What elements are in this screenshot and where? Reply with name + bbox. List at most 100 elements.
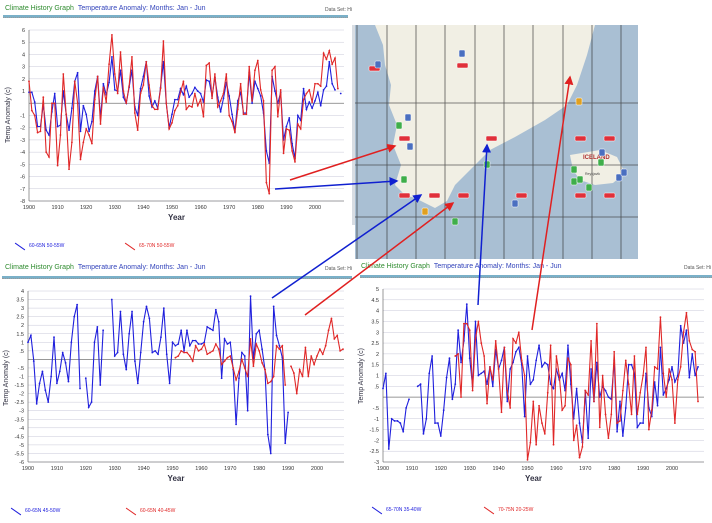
data-point bbox=[79, 158, 82, 161]
data-point bbox=[84, 377, 87, 380]
data-point bbox=[325, 85, 328, 88]
data-point bbox=[305, 108, 308, 111]
data-point bbox=[275, 334, 278, 337]
data-point bbox=[463, 322, 465, 325]
data-point bbox=[425, 417, 428, 420]
data-point bbox=[653, 365, 656, 368]
data-point bbox=[209, 327, 211, 330]
data-point bbox=[239, 82, 242, 85]
data-point bbox=[316, 82, 319, 85]
y-tick-label: -1 bbox=[20, 114, 25, 120]
data-point bbox=[541, 365, 543, 368]
data-point bbox=[238, 377, 240, 380]
data-point bbox=[321, 353, 324, 356]
data-point bbox=[621, 389, 624, 392]
data-point bbox=[156, 108, 159, 111]
panel1-divider bbox=[3, 15, 348, 18]
data-point bbox=[285, 128, 288, 130]
data-point bbox=[595, 322, 598, 325]
x-tick-label: 2000 bbox=[666, 466, 678, 472]
y-tick-label: -5 bbox=[20, 162, 25, 168]
data-point bbox=[578, 422, 581, 424]
legend-label: 70-75N 20-25W bbox=[498, 507, 534, 513]
data-point bbox=[656, 368, 659, 370]
data-point bbox=[203, 343, 206, 345]
data-point bbox=[268, 192, 271, 195]
data-point bbox=[153, 108, 156, 111]
data-point bbox=[174, 344, 177, 347]
y-tick-label: -2 bbox=[19, 392, 24, 398]
data-point bbox=[212, 349, 214, 352]
data-point bbox=[278, 344, 281, 347]
y-tick-label: .5 bbox=[19, 349, 24, 355]
data-point bbox=[212, 329, 214, 332]
station-marker-icon bbox=[511, 199, 519, 208]
data-point bbox=[287, 411, 289, 414]
panel1-scrollbar[interactable] bbox=[352, 25, 356, 225]
data-point bbox=[223, 360, 226, 363]
data-point bbox=[28, 80, 30, 83]
data-point bbox=[249, 337, 252, 340]
data-point bbox=[607, 437, 610, 440]
data-point bbox=[173, 109, 176, 112]
data-point bbox=[491, 385, 494, 388]
data-point bbox=[627, 363, 630, 366]
data-point bbox=[285, 125, 288, 128]
data-point bbox=[465, 322, 468, 325]
data-point bbox=[116, 351, 119, 354]
x-tick-label: 1910 bbox=[51, 205, 63, 211]
panel3-dataset-label[interactable]: Data Set: Hi bbox=[684, 265, 711, 271]
y-tick-label: 3.5 bbox=[371, 319, 379, 325]
station-marker-icon bbox=[400, 175, 408, 184]
data-point bbox=[437, 422, 439, 424]
data-point bbox=[334, 57, 336, 59]
data-point bbox=[697, 400, 699, 403]
data-point bbox=[265, 150, 268, 152]
data-point bbox=[299, 128, 302, 130]
data-point bbox=[314, 99, 316, 102]
data-point bbox=[162, 40, 165, 42]
data-point bbox=[105, 101, 108, 103]
y-tick-label: 4.5 bbox=[371, 298, 379, 304]
data-point bbox=[546, 391, 549, 394]
data-point bbox=[33, 114, 36, 117]
x-tick-label: 1960 bbox=[194, 205, 206, 211]
data-point bbox=[671, 365, 673, 368]
data-point bbox=[196, 90, 199, 92]
data-point bbox=[38, 382, 41, 385]
y-tick-label: -1 bbox=[374, 417, 379, 423]
data-point bbox=[111, 33, 113, 36]
legend-label: 60-65N 45-50W bbox=[25, 508, 61, 514]
data-point bbox=[99, 123, 102, 125]
data-point bbox=[113, 355, 116, 357]
data-point bbox=[575, 424, 578, 427]
data-point bbox=[509, 407, 512, 409]
data-point bbox=[679, 324, 682, 327]
data-point bbox=[679, 365, 682, 368]
data-point bbox=[139, 92, 142, 95]
y-tick-label: -.5 bbox=[373, 406, 379, 412]
data-point bbox=[590, 368, 592, 370]
data-point bbox=[48, 134, 50, 136]
data-point bbox=[274, 65, 276, 68]
data-point bbox=[639, 422, 642, 424]
panel1-dataset-label[interactable]: Data Set: Hi bbox=[325, 7, 352, 13]
data-point bbox=[319, 85, 322, 88]
data-point bbox=[199, 92, 202, 95]
data-point bbox=[451, 398, 454, 401]
data-point bbox=[396, 420, 399, 422]
data-point bbox=[269, 380, 272, 383]
data-point bbox=[73, 315, 76, 318]
x-tick-label: 1940 bbox=[137, 466, 149, 472]
data-point bbox=[302, 98, 305, 101]
data-point bbox=[627, 383, 630, 386]
data-point bbox=[165, 353, 168, 356]
data-point bbox=[50, 375, 53, 378]
station-marker-icon bbox=[575, 97, 583, 106]
y-tick-label: 4 bbox=[376, 309, 379, 315]
data-point bbox=[578, 456, 581, 459]
station-marker-icon bbox=[421, 207, 429, 216]
data-point bbox=[264, 368, 266, 371]
station-map[interactable]: ICELAND Reykjavik bbox=[355, 25, 638, 259]
data-point bbox=[145, 60, 148, 63]
